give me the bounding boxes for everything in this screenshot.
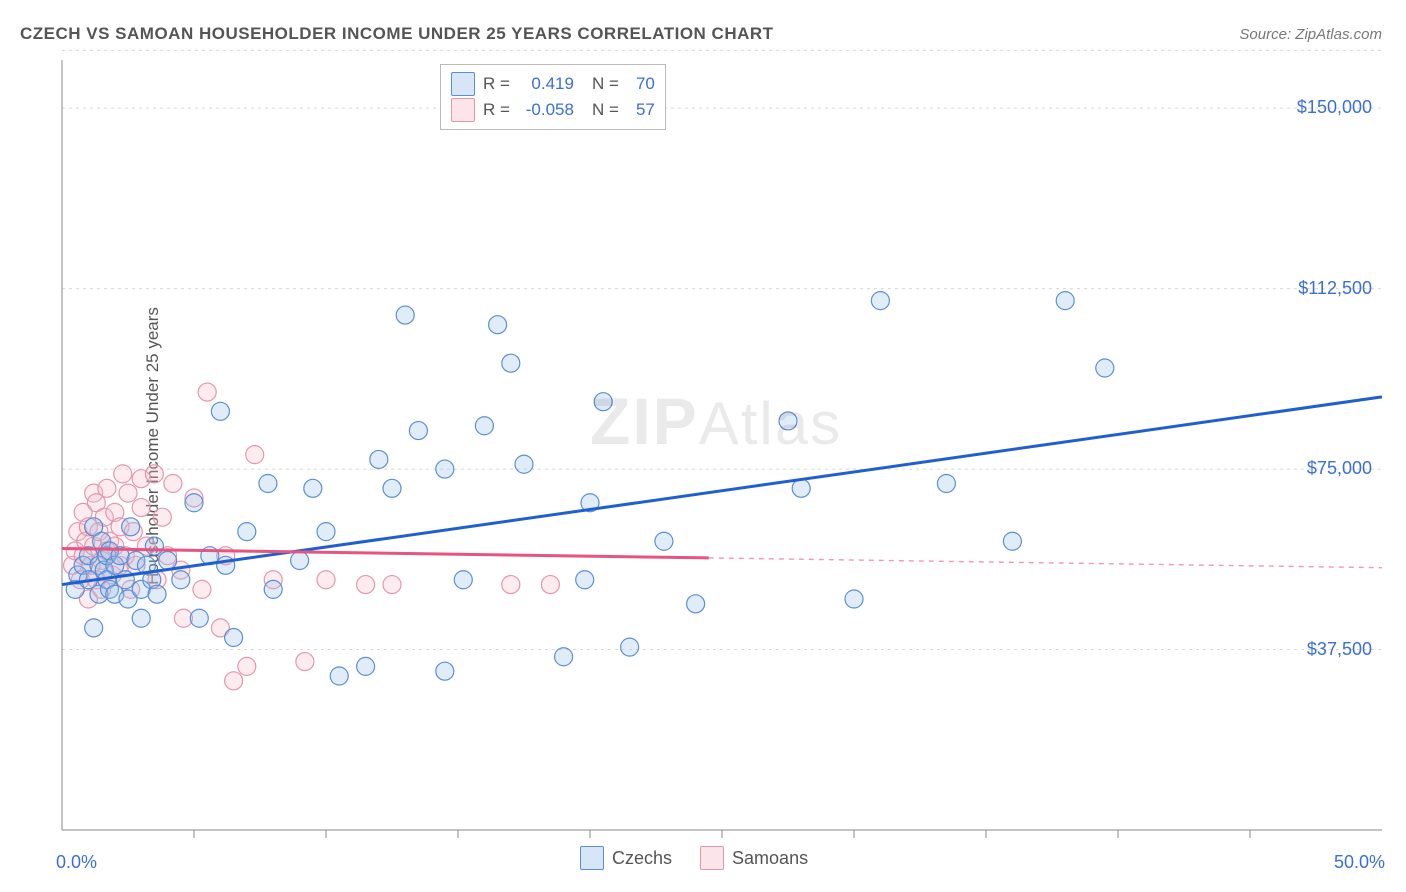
data-point	[475, 417, 493, 435]
legend-swatch	[580, 846, 604, 870]
legend-item: Czechs	[580, 846, 672, 870]
n-value: 70	[627, 74, 655, 94]
data-point	[1056, 292, 1074, 310]
data-point	[555, 648, 573, 666]
data-point	[845, 590, 863, 608]
data-point	[357, 576, 375, 594]
trend-line	[62, 397, 1382, 585]
data-point	[576, 571, 594, 589]
n-label: N =	[592, 100, 619, 120]
data-point	[190, 609, 208, 627]
data-point	[159, 552, 177, 570]
data-point	[225, 672, 243, 690]
data-point	[85, 619, 103, 637]
legend-swatch	[451, 72, 475, 96]
data-point	[937, 475, 955, 493]
data-point	[259, 475, 277, 493]
data-point	[264, 580, 282, 598]
data-point	[98, 479, 116, 497]
r-value: 0.419	[518, 74, 574, 94]
series-legend: Czechs Samoans	[580, 846, 808, 870]
data-point	[114, 465, 132, 483]
n-label: N =	[592, 74, 619, 94]
data-point	[198, 383, 216, 401]
data-point	[454, 571, 472, 589]
n-value: 57	[627, 100, 655, 120]
data-point	[1096, 359, 1114, 377]
data-point	[304, 479, 322, 497]
data-point	[779, 412, 797, 430]
r-value: -0.058	[518, 100, 574, 120]
legend-label: Samoans	[732, 848, 808, 869]
data-point	[489, 316, 507, 334]
data-point	[153, 508, 171, 526]
correlation-legend: R = 0.419 N = 70 R = -0.058 N = 57	[440, 64, 666, 130]
data-point	[238, 657, 256, 675]
r-label: R =	[483, 100, 510, 120]
data-point	[148, 585, 166, 603]
data-point	[594, 393, 612, 411]
data-point	[383, 479, 401, 497]
data-point	[357, 657, 375, 675]
data-point	[317, 523, 335, 541]
data-point	[502, 354, 520, 372]
data-point	[502, 576, 520, 594]
data-point	[871, 292, 889, 310]
data-point	[436, 662, 454, 680]
data-point	[317, 571, 335, 589]
data-point	[296, 653, 314, 671]
data-point	[541, 576, 559, 594]
legend-stat-row: R = 0.419 N = 70	[451, 71, 655, 97]
data-point	[383, 576, 401, 594]
x-tick-label: 0.0%	[56, 852, 97, 873]
data-point	[238, 523, 256, 541]
data-point	[687, 595, 705, 613]
data-point	[291, 552, 309, 570]
data-point	[515, 455, 533, 473]
data-point	[172, 571, 190, 589]
data-point	[621, 638, 639, 656]
data-point	[396, 306, 414, 324]
data-point	[1003, 532, 1021, 550]
scatter-chart	[0, 0, 1406, 892]
data-point	[792, 479, 810, 497]
legend-stat-row: R = -0.058 N = 57	[451, 97, 655, 123]
data-point	[132, 609, 150, 627]
data-point	[409, 422, 427, 440]
legend-label: Czechs	[612, 848, 672, 869]
legend-swatch	[700, 846, 724, 870]
data-point	[132, 499, 150, 517]
y-tick-label: $75,000	[1307, 458, 1372, 479]
data-point	[246, 446, 264, 464]
data-point	[655, 532, 673, 550]
data-point	[145, 465, 163, 483]
r-label: R =	[483, 74, 510, 94]
data-point	[330, 667, 348, 685]
y-tick-label: $37,500	[1307, 639, 1372, 660]
data-point	[370, 450, 388, 468]
data-point	[119, 484, 137, 502]
data-point	[225, 629, 243, 647]
trend-line-extrapolated	[709, 558, 1382, 568]
data-point	[211, 402, 229, 420]
data-point	[164, 475, 182, 493]
data-point	[145, 537, 163, 555]
data-point	[193, 580, 211, 598]
x-tick-label: 50.0%	[1334, 852, 1385, 873]
y-tick-label: $112,500	[1298, 278, 1372, 299]
data-point	[185, 494, 203, 512]
y-tick-label: $150,000	[1297, 97, 1372, 118]
legend-swatch	[451, 98, 475, 122]
data-point	[122, 518, 140, 536]
data-point	[436, 460, 454, 478]
legend-item: Samoans	[700, 846, 808, 870]
